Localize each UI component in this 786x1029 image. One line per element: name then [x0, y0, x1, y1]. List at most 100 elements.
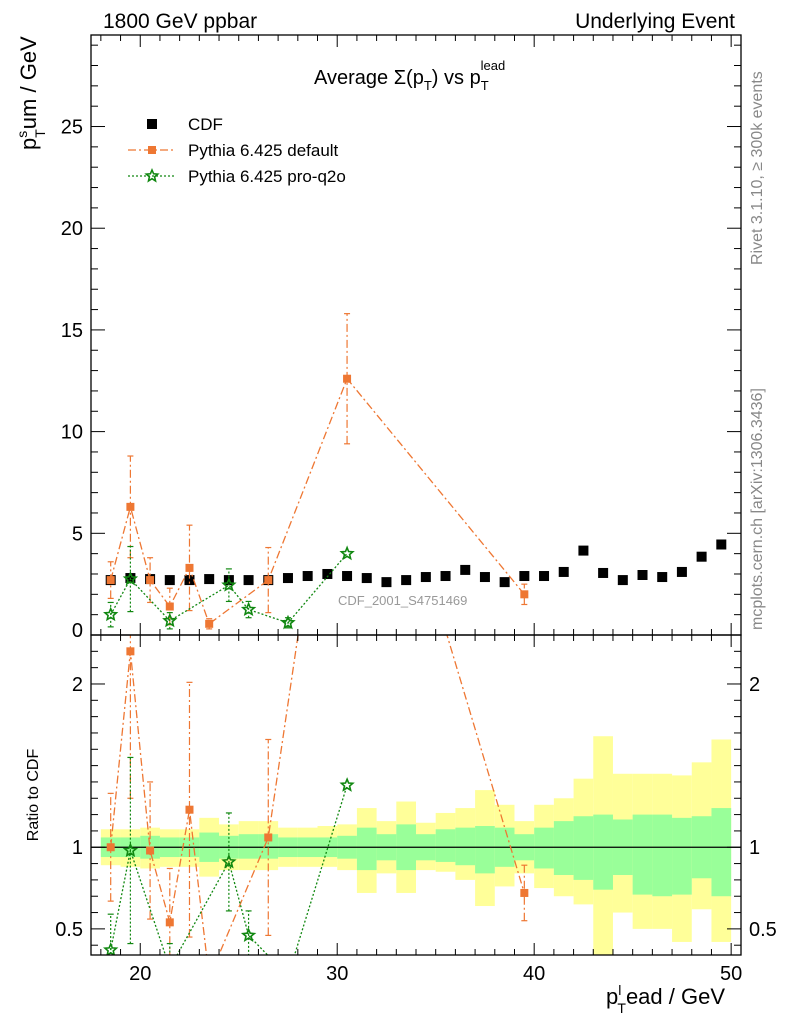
data-point-cdf — [322, 568, 333, 579]
legend-label-default: Pythia 6.425 default — [188, 141, 339, 160]
data-point-default — [264, 576, 273, 585]
ratio-bands — [91, 736, 741, 955]
data-point-cdf — [676, 566, 687, 577]
data-point-cdf — [381, 577, 392, 588]
ratio-data-point-default — [205, 974, 213, 982]
ratio-y-axis-label: Ratio to CDF — [25, 749, 42, 842]
legend-marker-cdf — [147, 119, 157, 129]
data-point-default — [146, 576, 155, 585]
legend-marker-proq2o — [144, 167, 160, 183]
data-point-cdf — [519, 571, 530, 582]
data-point-default — [520, 590, 529, 599]
band-green-bin — [553, 821, 574, 875]
data-point-cdf — [460, 564, 471, 575]
legend-marker-default — [148, 146, 156, 154]
band-green-bin — [356, 827, 377, 871]
data-point-default — [106, 576, 115, 585]
band-green-bin — [435, 829, 456, 862]
data-point-proq2o — [122, 571, 139, 586]
band-green-bin — [455, 827, 476, 866]
x-tick-label: 40 — [523, 963, 545, 985]
ratio-data-point-default — [146, 846, 155, 855]
ratio-data-point-default — [520, 888, 529, 897]
x-tick-label: 50 — [720, 963, 742, 985]
data-point-cdf — [539, 571, 550, 582]
x-axis-label: pl Tead / GeV — [606, 982, 725, 1016]
data-point-cdf — [420, 572, 431, 583]
ratio-data-point-proq2o — [103, 942, 119, 955]
ratio-data-point-default — [165, 918, 174, 927]
ratio-data-point-default — [185, 805, 194, 814]
y-tick-label: 5 — [72, 523, 83, 545]
band-green-bin — [238, 834, 259, 859]
y-tick-label: 0 — [72, 620, 83, 642]
ratio-data-point-default — [126, 647, 135, 656]
legend-label-cdf: CDF — [188, 115, 223, 134]
rivet-version-label: Rivet 3.1.10, ≥ 300k events — [749, 71, 766, 265]
header-left-label: 1800 GeV ppbar — [103, 10, 257, 33]
band-green-bin — [711, 808, 732, 897]
legend: CDF Pythia 6.425 default Pythia 6.425 pro-… — [128, 115, 346, 186]
data-point-default — [205, 619, 214, 628]
data-point-default — [343, 374, 352, 383]
ratio-y-tick-label-right: 1 — [749, 837, 760, 859]
header-right-label: Underlying Event — [575, 10, 735, 33]
band-green-bin — [534, 827, 554, 869]
y-tick-label: 10 — [61, 422, 83, 444]
ratio-data-point-proq2o — [339, 777, 355, 792]
data-point-cdf — [243, 575, 254, 586]
ratio-data-point-proq2o — [282, 970, 293, 981]
data-point-default — [185, 563, 194, 572]
band-green-bin — [573, 816, 594, 880]
data-point-cdf — [637, 570, 648, 580]
band-green-bin — [672, 817, 692, 895]
data-point-cdf — [657, 572, 668, 583]
data-point-cdf — [598, 567, 609, 578]
data-point-cdf — [164, 575, 175, 586]
band-green-bin — [258, 834, 279, 859]
ratio-data-point-proq2o — [122, 842, 139, 858]
main-title: Average Σ(pT) vs pTlead — [314, 58, 505, 93]
analysis-id-label: CDF_2001_S4751469 — [338, 593, 467, 608]
data-point-cdf — [204, 574, 215, 585]
y-tick-label: 25 — [61, 117, 83, 139]
band-green-bin — [632, 814, 653, 895]
ratio-plot-area — [103, 298, 529, 982]
data-point-proq2o — [240, 601, 257, 617]
ratio-data-point-default — [343, 298, 351, 306]
data-point-proq2o — [162, 612, 178, 628]
ratio-y-tick-label-left: 1 — [72, 837, 83, 859]
y-tick-label: 20 — [61, 218, 83, 240]
data-point-proq2o — [103, 606, 119, 622]
band-green-bin — [652, 814, 673, 897]
data-point-cdf — [479, 572, 490, 583]
ratio-y-tick-label-right: 2 — [749, 674, 760, 696]
data-point-default — [126, 502, 135, 511]
ratio-data-point-proq2o — [164, 962, 175, 973]
main-y-axis-label: ps Tum / GeV — [14, 36, 48, 150]
x-tick-label: 20 — [129, 963, 151, 985]
data-point-cdf — [716, 539, 727, 550]
x-tick-label: 30 — [326, 963, 348, 985]
data-point-cdf — [696, 551, 707, 562]
ratio-data-point-default — [106, 843, 115, 852]
ratio-series-line-default — [110, 635, 525, 955]
band-green-bin — [593, 814, 613, 890]
data-point-cdf — [499, 577, 510, 588]
data-point-proq2o — [339, 545, 355, 561]
data-point-cdf — [578, 545, 589, 556]
data-point-cdf — [558, 566, 569, 577]
data-point-cdf — [302, 571, 313, 582]
y-tick-label: 15 — [61, 320, 83, 342]
data-point-default — [165, 602, 174, 611]
data-point-cdf — [401, 575, 412, 586]
ratio-data-point-proq2o — [240, 927, 257, 943]
data-point-cdf — [440, 571, 451, 582]
data-point-cdf — [184, 575, 195, 586]
series-line-default — [110, 377, 525, 625]
data-point-cdf — [282, 573, 293, 584]
data-point-cdf — [361, 573, 372, 584]
